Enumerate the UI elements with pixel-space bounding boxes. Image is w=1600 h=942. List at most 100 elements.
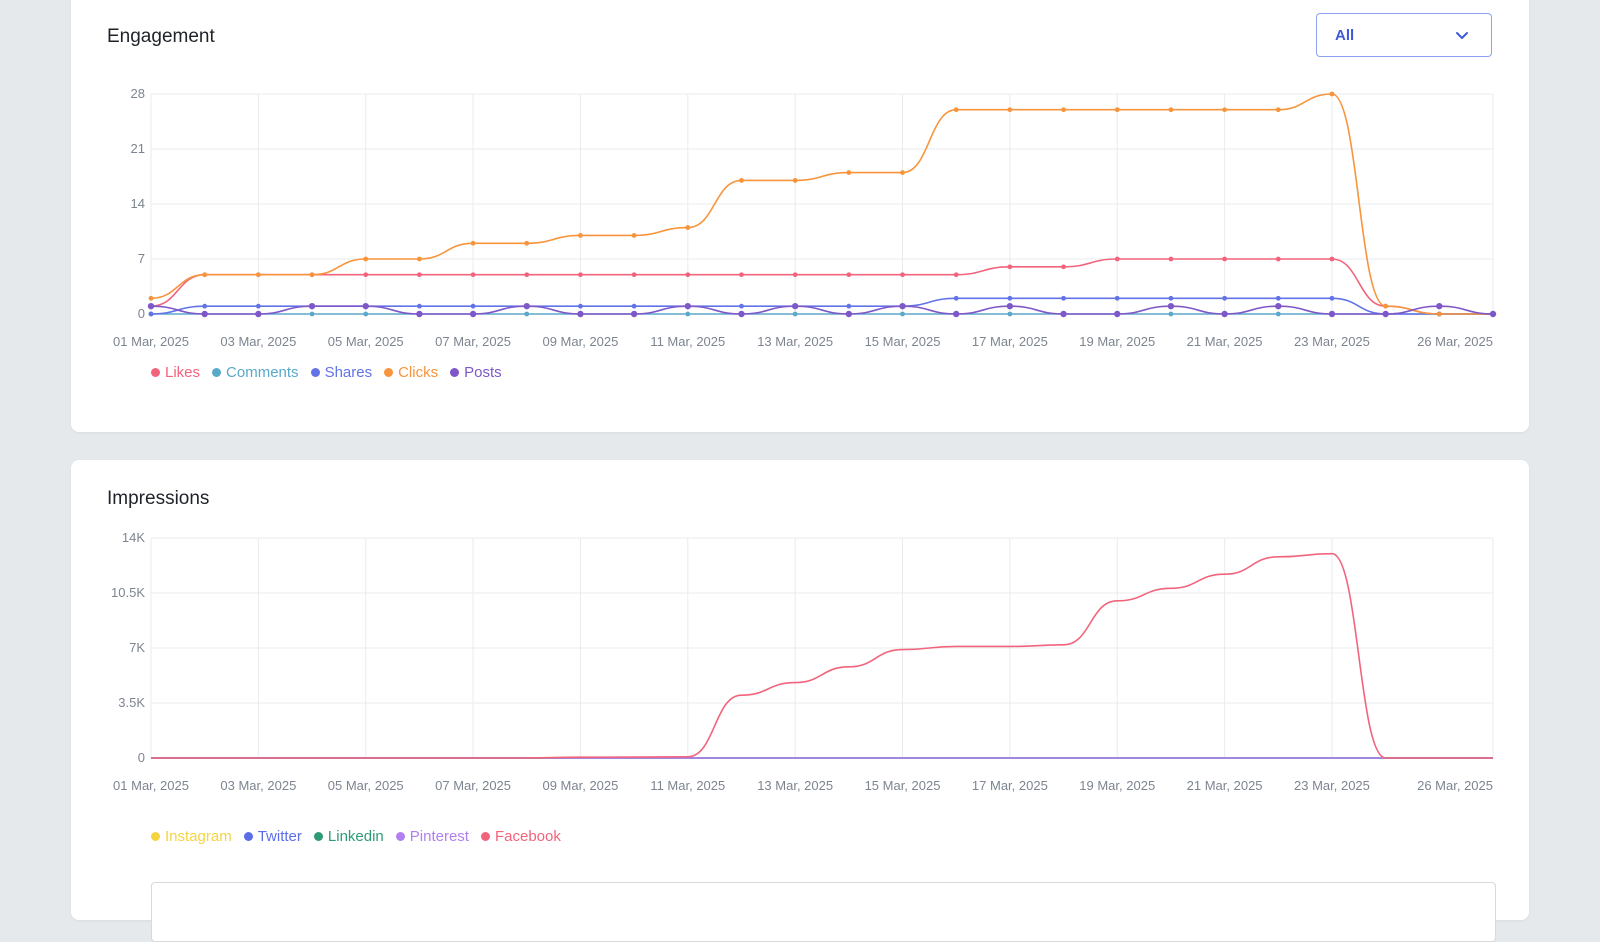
data-point-likes <box>685 272 691 278</box>
data-point-clicks <box>578 233 583 238</box>
data-point-comments <box>309 311 315 317</box>
data-point-posts <box>1489 310 1497 318</box>
x-tick-label: 19 Mar, 2025 <box>1079 334 1155 349</box>
data-point-shares <box>470 303 476 309</box>
data-point-likes <box>1275 256 1281 262</box>
data-point-shares <box>1168 295 1174 301</box>
x-tick-label: 13 Mar, 2025 <box>757 778 833 793</box>
data-point-posts <box>1221 310 1228 318</box>
legend-dot <box>384 368 394 377</box>
series-line-posts <box>150 305 1494 315</box>
data-point-likes <box>417 272 422 278</box>
data-point-shares <box>148 311 154 317</box>
data-point-shares <box>1275 295 1281 301</box>
data-point-clicks <box>1168 107 1174 113</box>
data-point-shares <box>1007 295 1013 301</box>
legend-item-instagram[interactable]: Instagram <box>151 828 232 845</box>
x-tick-label: 26 Mar, 2025 <box>1417 334 1493 349</box>
data-point-shares <box>631 303 637 309</box>
data-point-likes <box>524 272 530 278</box>
legend-item-twitter[interactable]: Twitter <box>243 828 302 845</box>
x-tick-label: 15 Mar, 2025 <box>865 778 941 793</box>
y-tick-label: 28 <box>131 86 145 101</box>
x-tick-label: 15 Mar, 2025 <box>865 334 941 349</box>
data-point-posts <box>684 302 691 310</box>
data-point-clicks <box>255 272 261 278</box>
x-tick-label: 01 Mar, 2025 <box>113 778 189 793</box>
legend-dot <box>480 832 490 841</box>
legend-label: Clicks <box>398 364 439 381</box>
data-point-posts <box>362 302 369 310</box>
y-tick-label: 10.5K <box>111 585 145 600</box>
x-tick-label: 05 Mar, 2025 <box>328 778 404 793</box>
data-point-likes <box>953 272 959 278</box>
data-point-shares <box>1222 295 1227 301</box>
data-point-clicks <box>148 295 154 301</box>
data-point-clicks <box>1007 107 1013 113</box>
legend-item-likes[interactable]: Likes <box>151 364 200 381</box>
x-tick-label: 17 Mar, 2025 <box>972 334 1048 349</box>
y-tick-label: 14 <box>131 196 145 211</box>
data-point-likes <box>846 272 852 278</box>
y-tick-label: 14K <box>122 530 145 545</box>
data-point-clicks <box>1436 311 1442 317</box>
data-point-clicks <box>739 178 744 183</box>
y-tick-label: 0 <box>138 750 145 765</box>
data-point-likes <box>1222 256 1227 262</box>
engagement-filter-select[interactable]: All <box>1316 13 1492 57</box>
legend-label: Twitter <box>257 828 302 845</box>
legend-dot <box>212 368 222 377</box>
engagement-filter-value: All <box>1335 26 1355 44</box>
engagement-title: Engagement <box>107 26 215 47</box>
data-point-clicks <box>1114 107 1120 113</box>
legend-item-pinterest[interactable]: Pinterest <box>395 828 469 845</box>
data-point-clicks <box>309 272 315 278</box>
legend-label: Facebook <box>494 828 561 845</box>
data-point-posts <box>845 310 853 318</box>
data-point-clicks <box>953 107 959 113</box>
legend-dot <box>395 832 405 841</box>
data-point-shares <box>255 303 261 309</box>
data-point-posts <box>1382 310 1389 318</box>
impressions-card: Impressions 0 3.5K 7K 10.5K 14K 01 Mar, 2025 0… <box>71 460 1529 942</box>
x-tick-label: 01 Mar, 2025 <box>113 334 189 349</box>
data-point-clicks <box>1329 91 1335 97</box>
y-tick-label: 3.5K <box>118 695 145 710</box>
data-point-likes <box>739 272 744 278</box>
data-point-shares <box>846 303 852 309</box>
impressions-title: Impressions <box>107 488 210 509</box>
chevron-down-icon <box>1456 32 1468 39</box>
data-point-likes <box>1114 256 1120 262</box>
x-tick-label: 23 Mar, 2025 <box>1294 334 1370 349</box>
legend-label: Pinterest <box>409 828 469 845</box>
x-tick-label: 26 Mar, 2025 <box>1417 778 1493 793</box>
data-point-clicks <box>900 170 905 175</box>
legend-label: Linkedin <box>327 828 384 845</box>
data-point-clicks <box>470 240 476 246</box>
engagement-chart: 0 7 14 21 28 01 Mar, 2025 03 Mar, 2025 05 Mar, … <box>113 86 1497 349</box>
engagement-legend: Likes Comments Shares Clicks Posts <box>151 364 502 381</box>
data-point-posts <box>899 302 906 310</box>
x-tick-label: 21 Mar, 2025 <box>1187 778 1263 793</box>
data-point-clicks <box>1275 107 1281 113</box>
x-tick-label: 11 Mar, 2025 <box>650 334 725 349</box>
data-point-comments <box>1275 311 1281 317</box>
data-point-likes <box>1329 256 1335 262</box>
legend-item-facebook[interactable]: Facebook <box>480 828 561 845</box>
y-tick-label: 21 <box>131 141 145 156</box>
data-point-posts <box>523 302 530 310</box>
data-point-clicks <box>685 225 691 230</box>
data-point-shares <box>1061 295 1066 301</box>
data-point-posts <box>1436 302 1443 310</box>
data-point-clicks <box>1383 303 1389 309</box>
legend-item-clicks[interactable]: Clicks <box>384 364 438 381</box>
data-point-shares <box>202 303 208 309</box>
legend-item-comments[interactable]: Comments <box>212 364 299 381</box>
legend-item-posts[interactable]: Posts <box>450 364 502 381</box>
data-point-comments <box>363 311 369 317</box>
y-tick-label: 7 <box>138 251 145 266</box>
legend-item-linkedin[interactable]: Linkedin <box>313 828 384 845</box>
legend-dot <box>310 368 320 377</box>
x-tick-label: 23 Mar, 2025 <box>1294 778 1370 793</box>
legend-item-shares[interactable]: Shares <box>310 364 372 381</box>
